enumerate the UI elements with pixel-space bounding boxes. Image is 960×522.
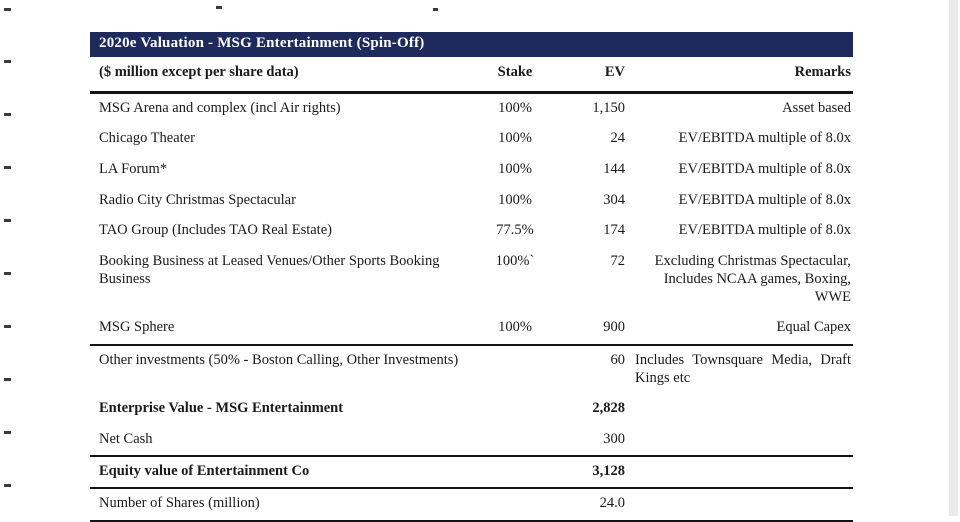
row-label: Equity value of Entertainment Co [99,463,310,480]
table-header-row: ($ million except per share data) Stake … [90,57,853,94]
row-ev: 304 [603,191,625,208]
table-row: Chicago Theater 100% 24 EV/EBITDA multip… [90,124,853,155]
row-stake: 100%` [495,253,535,270]
row-stake: 100% [498,191,532,208]
table-row: Other investments (50% - Boston Calling,… [90,343,853,394]
row-label: Chicago Theater [99,130,195,147]
table-row: MSG Arena and complex (incl Air rights) … [90,94,853,125]
row-remarks [625,463,853,480]
scan-artifact-mark [216,6,222,9]
scan-artifact-mark [4,113,11,116]
row-stake [470,431,560,448]
table-row: Radio City Christmas Spectacular 100% 30… [90,186,853,217]
row-remarks: EV/EBITDA multiple of 8.0x [678,191,851,208]
row-label: Booking Business at Leased Venues/Other … [99,253,440,287]
row-ev: 3,128 [592,463,625,480]
table-row: Number of Shares (million) 24.0 [90,487,853,519]
row-remarks [625,495,853,512]
column-header-label: ($ million except per share data) [99,64,299,80]
scan-artifact-mark [4,8,11,11]
scan-artifact-mark [4,60,11,63]
table-title: 2020e Valuation - MSG Entertainment (Spi… [99,35,425,51]
row-stake [470,463,560,480]
row-label: Radio City Christmas Spectacular [99,191,296,208]
scan-artifact-mark [4,272,11,275]
scan-artifact-mark [4,484,11,487]
row-stake: 100% [498,99,532,116]
row-label: Other investments (50% - Boston Calling,… [99,351,459,368]
row-stake: 100% [498,319,532,336]
table-row: LA Forum* 100% 144 EV/EBITDA multiple of… [90,155,853,186]
row-ev: 900 [603,319,625,336]
column-header-remarks: Remarks [794,64,851,80]
row-remarks [625,400,853,417]
row-label: TAO Group (Includes TAO Real Estate) [99,222,332,239]
row-remarks [625,431,853,448]
table-row: MSG Sphere 100% 900 Equal Capex [90,313,853,344]
row-ev: 174 [603,222,625,239]
row-remarks: Equal Capex [776,319,852,336]
row-ev: 1,150 [592,99,625,116]
row-stake [470,495,560,512]
table-row: Net Cash 300 [90,425,853,455]
row-label: Enterprise Value - MSG Entertainment [99,400,344,417]
row-ev: 300 [603,430,625,447]
table-row: Equity value of Entertainment Co 3,128 [90,455,853,487]
table-row: TAO Group (Includes TAO Real Estate) 77.… [90,216,853,247]
row-stake [470,352,560,387]
row-stake: 77.5% [496,222,534,239]
row-remarks: Asset based [782,99,851,116]
row-ev: 72 [610,253,626,270]
table-body: MSG Arena and complex (incl Air rights) … [90,94,853,522]
scan-artifact-mark [4,431,11,434]
row-label: MSG Arena and complex (incl Air rights) [99,99,341,116]
table-row: Booking Business at Leased Venues/Other … [90,247,853,313]
column-header-ev: EV [604,64,625,80]
row-ev: 60 [610,351,626,368]
row-ev: 24 [610,130,626,147]
scan-artifact-mark [4,166,11,169]
table-row: Enterprise Value - MSG Entertainment 2,8… [90,394,853,424]
scan-artifact-mark [4,219,11,222]
row-remarks: EV/EBITDA multiple of 8.0x [678,222,851,239]
row-remarks: EV/EBITDA multiple of 8.0x [678,161,851,178]
row-stake [470,400,560,417]
row-label: Number of Shares (million) [99,495,260,512]
row-stake: 100% [498,130,532,147]
scan-artifact-mark [4,378,11,381]
table-title-bar: 2020e Valuation - MSG Entertainment (Spi… [90,32,853,57]
row-remarks: EV/EBITDA multiple of 8.0x [678,130,851,147]
row-ev: 2,828 [592,400,625,417]
valuation-table: 2020e Valuation - MSG Entertainment (Spi… [90,32,853,522]
row-remarks: Excluding Christmas Spectacular, Include… [654,253,851,305]
row-label: LA Forum* [99,161,168,178]
scan-artifact-mark [4,325,11,328]
row-ev: 24.0 [599,495,625,512]
row-label: MSG Sphere [99,319,175,336]
row-stake: 100% [498,161,532,178]
row-label: Net Cash [99,430,153,447]
page-edge-shading [949,0,958,516]
scan-artifact-mark [433,8,438,11]
row-remarks: Includes Townsquare Media, Draft Kings e… [635,351,851,386]
column-header-stake: Stake [497,64,533,80]
row-ev: 144 [603,161,625,178]
